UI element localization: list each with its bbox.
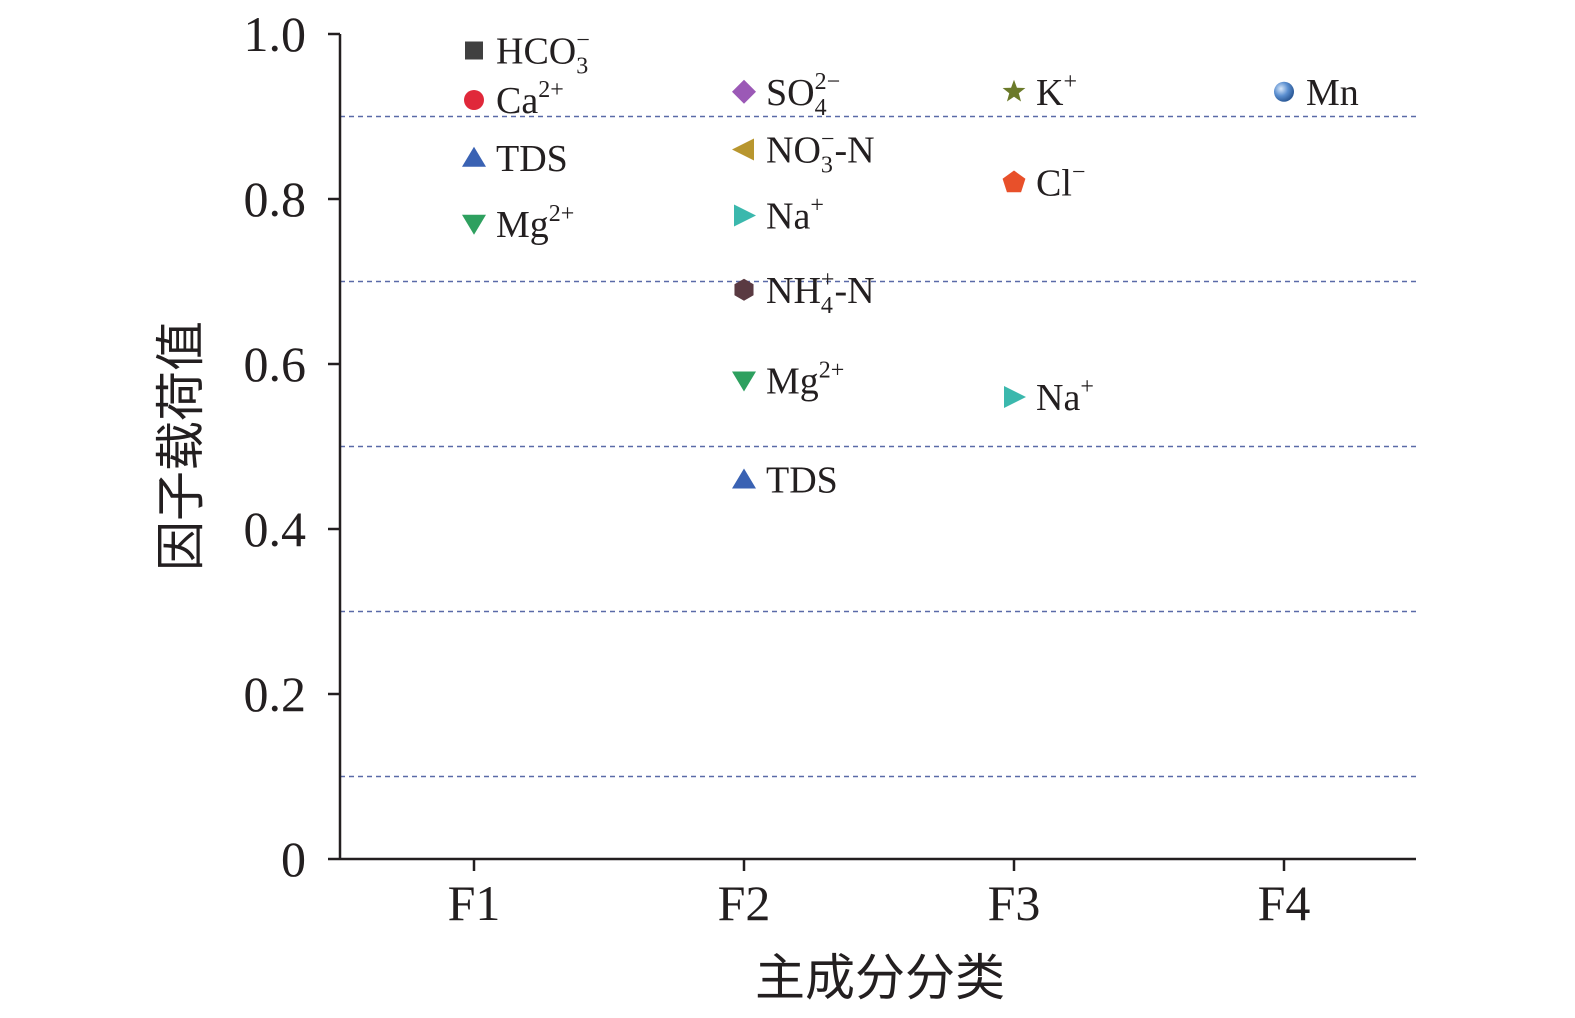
triangle-right-marker <box>1004 386 1026 408</box>
point-label: Mg2+ <box>496 201 574 246</box>
square-marker <box>465 41 483 60</box>
circle-marker <box>464 90 484 110</box>
triangle-down-marker <box>732 371 756 392</box>
data-point: Ca2+ <box>464 77 564 122</box>
point-label: HCO3− <box>496 28 590 80</box>
y-tick-label: 0.6 <box>244 336 307 392</box>
data-points: HCO3−Ca2+ TDS Mg2+ SO42− NO3−-N Na+ NH4+-N Mg2+… <box>462 28 1359 502</box>
x-tick-label: F1 <box>448 875 501 931</box>
point-label: Na+ <box>766 193 824 238</box>
sphere-marker <box>1274 81 1294 102</box>
star-marker <box>1002 79 1026 102</box>
point-label: Cl− <box>1036 160 1085 205</box>
y-tick-label: 0.8 <box>244 171 307 227</box>
axes <box>338 34 1416 861</box>
point-label: TDS <box>496 138 568 180</box>
x-axis-title: 主成分分类 <box>755 949 1005 1007</box>
y-tick-label: 0 <box>281 831 306 887</box>
hexagon-marker <box>734 278 754 301</box>
data-point: TDS <box>462 138 568 180</box>
point-label: Ca2+ <box>496 77 564 122</box>
data-point: SO42− <box>732 69 840 121</box>
point-label: SO42− <box>766 69 840 121</box>
point-label: Mg2+ <box>766 358 844 403</box>
data-point: NH4+-N <box>734 267 875 319</box>
x-tick-label: F2 <box>718 875 771 931</box>
triangle-right-marker <box>734 204 756 227</box>
y-tick-label: 0.2 <box>244 666 307 722</box>
point-label: TDS <box>766 460 838 502</box>
data-point: HCO3− <box>465 28 590 80</box>
point-label: Na+ <box>1036 374 1094 419</box>
data-point: TDS <box>732 460 838 502</box>
triangle-up-marker <box>462 146 486 167</box>
point-label: NO3−-N <box>766 127 875 179</box>
data-point: K+ <box>1002 69 1077 114</box>
y-axis-title: 因子载荷值 <box>152 321 210 571</box>
y-ticks: 0 0.2 0.4 0.6 0.8 1.0 <box>244 6 340 887</box>
y-tick-label: 1.0 <box>244 6 307 62</box>
point-label: K+ <box>1036 69 1077 114</box>
data-point: Mg2+ <box>462 201 574 246</box>
data-point: Na+ <box>734 193 824 238</box>
point-label: Mn <box>1306 72 1359 114</box>
triangle-left-marker <box>732 138 754 161</box>
triangle-down-marker <box>462 214 486 235</box>
point-label: NH4+-N <box>766 267 875 319</box>
diamond-marker <box>732 79 756 104</box>
x-ticks: F1 F2 F3 F4 <box>448 859 1311 931</box>
pentagon-marker <box>1002 170 1026 193</box>
data-point: Na+ <box>1004 374 1094 419</box>
x-tick-label: F3 <box>988 875 1041 931</box>
y-tick-label: 0.4 <box>244 501 307 557</box>
data-point: NO3−-N <box>732 127 875 179</box>
x-tick-label: F4 <box>1258 875 1311 931</box>
data-point: Mn <box>1274 72 1359 114</box>
triangle-up-marker <box>732 468 756 489</box>
data-point: Mg2+ <box>732 358 844 403</box>
data-point: Cl− <box>1002 160 1085 205</box>
